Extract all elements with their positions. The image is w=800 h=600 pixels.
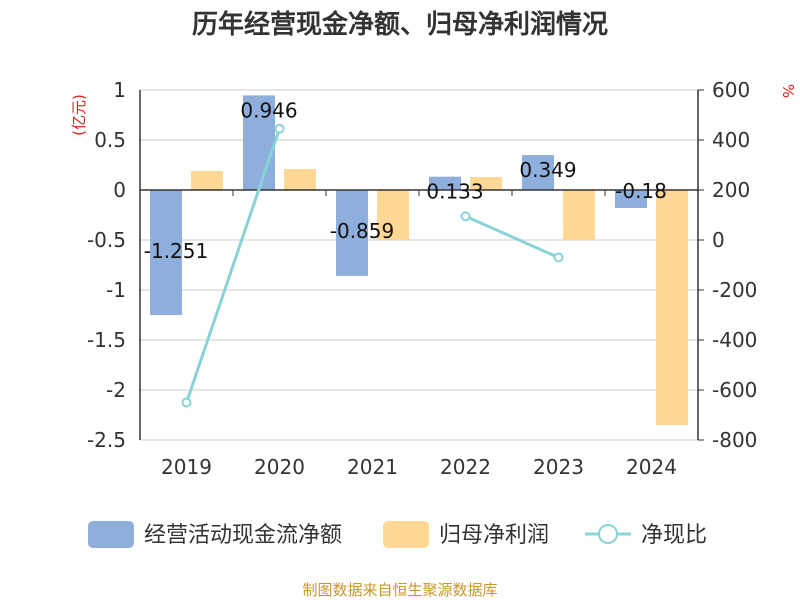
x-tick-label: 2022 — [440, 455, 491, 479]
cashflow-bar — [522, 155, 554, 190]
x-tick-label: 2020 — [254, 455, 305, 479]
cashflow-data-label: -0.859 — [330, 219, 394, 243]
right-tick-label: 0 — [712, 228, 725, 252]
legend-swatch — [88, 521, 134, 548]
profit-bar — [563, 190, 595, 240]
ratio-point — [553, 252, 564, 263]
bars — [150, 95, 688, 425]
cashflow-data-label: 0.946 — [240, 98, 297, 122]
cashflow-data-label: 0.133 — [426, 180, 483, 204]
profit-bar — [470, 177, 502, 190]
ratio-point — [460, 211, 471, 222]
legend-label: 归母净利润 — [439, 523, 549, 548]
right-tick-label: -600 — [712, 378, 757, 402]
legend-label: 经营活动现金流净额 — [144, 523, 342, 548]
profit-bar — [656, 190, 688, 425]
left-tick-label: -2.5 — [87, 428, 126, 452]
x-tick-label: 2024 — [626, 455, 677, 479]
legend-swatch — [383, 521, 429, 548]
x-tick-label: 2023 — [533, 455, 584, 479]
ratio-point — [274, 123, 285, 134]
cashflow-bar — [615, 190, 647, 208]
cashflow-data-label: -0.18 — [615, 179, 667, 203]
right-tick-label: -400 — [712, 328, 757, 352]
left-tick-label: -1.5 — [87, 328, 126, 352]
right-tick-label: 600 — [712, 78, 750, 102]
profit-bar — [377, 190, 409, 240]
cashflow-bar — [336, 190, 368, 276]
ratio-line — [181, 123, 564, 408]
left-axis-unit: (亿元) — [70, 94, 88, 136]
gridlines — [140, 89, 698, 441]
right-axis-unit: % — [779, 84, 797, 98]
x-tick-label: 2021 — [347, 455, 398, 479]
left-tick-label: -0.5 — [87, 228, 126, 252]
left-tick-label: 0.5 — [94, 128, 126, 152]
left-tick-label: -2 — [106, 378, 126, 402]
cashflow-bar — [150, 190, 182, 316]
right-tick-label: -200 — [712, 278, 757, 302]
profit-bar — [284, 169, 316, 190]
cashflow-data-label: 0.349 — [519, 158, 576, 182]
source-note: 制图数据来自恒生聚源数据库 — [302, 581, 497, 599]
left-tick-label: -1 — [106, 278, 126, 302]
right-tick-label: 400 — [712, 128, 750, 152]
chart-title: 历年经营现金净额、归母净利润情况 — [192, 9, 608, 40]
ratio-point — [181, 397, 192, 408]
left-tick-label: 0 — [113, 178, 126, 202]
ratio-line-segment — [185, 128, 281, 403]
cashflow-data-label: -1.251 — [144, 239, 208, 263]
axes: 1 0.5 0 -0.5 -1 -1.5 -2 -2.5 600 400 200 0 -200 -400 -… — [87, 78, 757, 479]
legend: 经营活动现金流净额 归母净利润 净现比 — [88, 521, 707, 548]
legend-marker — [598, 524, 618, 544]
cashflow-bar — [243, 95, 275, 190]
x-tick-label: 2019 — [161, 455, 212, 479]
ratio-line-segment — [464, 214, 560, 259]
right-tick-label: 200 — [712, 178, 750, 202]
left-tick-label: 1 — [113, 78, 126, 102]
profit-bar — [191, 171, 223, 190]
data-labels: -1.251 0.946 -0.859 0.133 0.349 -0.18 — [144, 98, 667, 263]
legend-label: 净现比 — [641, 523, 707, 548]
right-tick-label: -800 — [712, 428, 757, 452]
cashflow-bar — [429, 176, 461, 190]
